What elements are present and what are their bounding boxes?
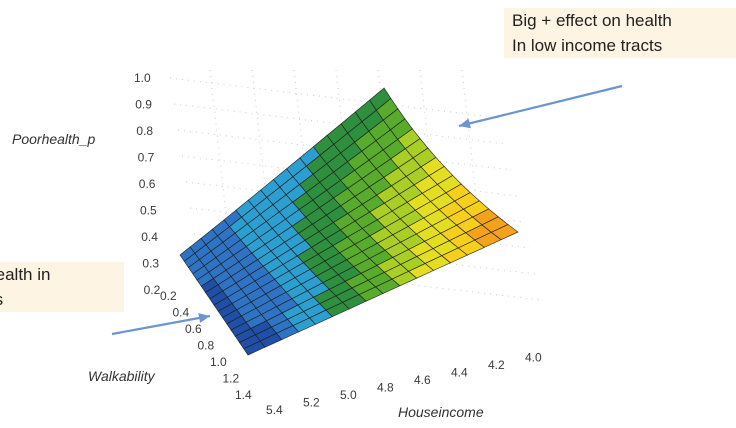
houseincome-axis-label: Houseincome — [398, 404, 484, 420]
houseincome-tick-label: 5.4 — [266, 403, 283, 417]
walkability-tick-label: 1.4 — [235, 388, 252, 402]
z-tick-label: 0.8 — [136, 124, 153, 138]
houseincome-tick-label: 4.2 — [488, 358, 505, 372]
callout-top-line2: In low income tracts — [512, 36, 663, 55]
arrow-top-head — [459, 118, 471, 129]
walkability-tick-label: 0.4 — [173, 306, 190, 320]
houseincome-tick-label: 4.6 — [414, 373, 431, 387]
z-tick-label: 0.7 — [138, 151, 155, 165]
callout-left-line2: acts — [0, 287, 124, 312]
callout-left-line1: n health in — [0, 265, 51, 284]
walkability-tick-label: 0.6 — [185, 322, 202, 336]
gridline — [197, 259, 543, 301]
walkability-axis-ticks: 0.2 0.4 0.6 0.8 1.0 1.2 1.4 — [160, 289, 252, 402]
walkability-axis-label: Walkability — [88, 368, 156, 384]
z-axis-ticks: 1.0 0.9 0.8 0.7 0.6 0.5 0.4 0.3 0.2 — [134, 71, 161, 297]
z-tick-label: 0.3 — [142, 257, 159, 271]
z-tick-label: 0.9 — [135, 98, 152, 112]
z-tick-label: 0.6 — [139, 177, 156, 191]
houseincome-tick-label: 4.4 — [451, 366, 468, 380]
houseincome-tick-label: 5.0 — [340, 388, 357, 402]
houseincome-tick-label: 4.8 — [377, 381, 394, 395]
walkability-tick-label: 1.2 — [223, 372, 240, 386]
callout-left: n health in acts — [0, 262, 124, 312]
gridline — [169, 77, 501, 119]
z-tick-label: 1.0 — [134, 71, 151, 85]
arrow-left-head — [198, 313, 210, 323]
walkability-tick-label: 1.0 — [210, 355, 227, 369]
surface-mesh — [179, 87, 519, 356]
surface-cell — [490, 224, 519, 241]
callout-top: Big + effect on health In low income tra… — [504, 8, 736, 58]
z-tick-label: 0.4 — [141, 230, 158, 244]
houseincome-axis-ticks: 5.4 5.2 5.0 4.8 4.6 4.4 4.2 4.0 — [266, 351, 542, 418]
callout-top-line1: Big + effect on health — [512, 11, 672, 30]
z-tick-label: 0.5 — [140, 204, 157, 218]
arrow-top-shaft — [458, 84, 623, 128]
arrow-left-shaft — [111, 314, 211, 336]
houseincome-tick-label: 5.2 — [303, 396, 320, 410]
z-axis-label: Poorhealth_p — [12, 131, 96, 147]
z-tick-label: 0.2 — [144, 283, 161, 297]
walkability-tick-label: 0.8 — [198, 339, 215, 353]
houseincome-tick-label: 4.0 — [525, 351, 542, 365]
walkability-tick-label: 0.2 — [160, 289, 177, 303]
annotation-arrows — [111, 84, 623, 336]
